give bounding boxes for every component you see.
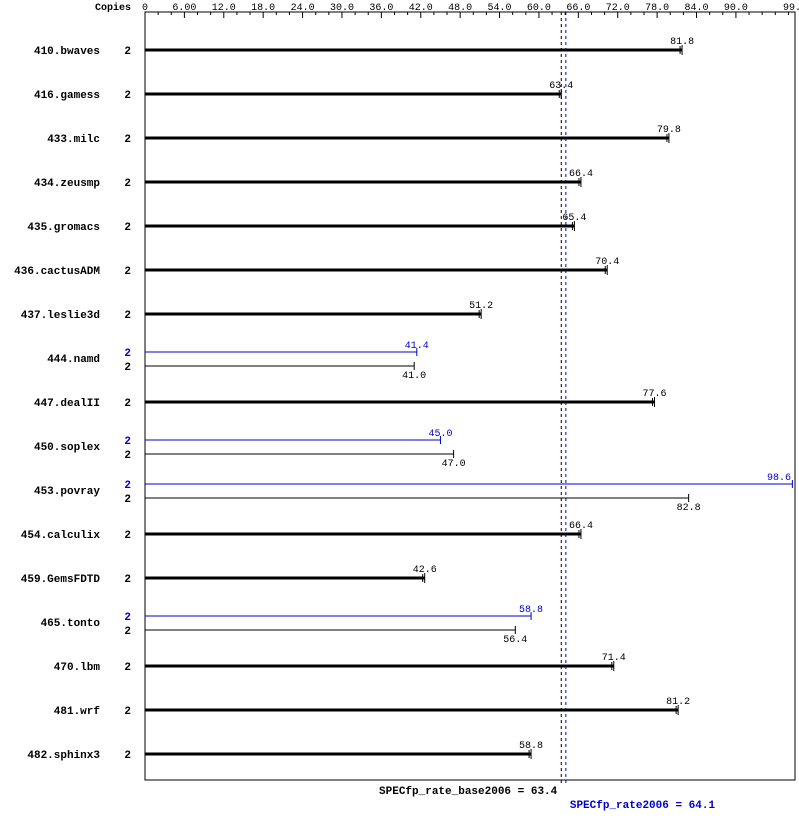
peak-value-label: 58.8 xyxy=(519,605,543,616)
copies-peak: 2 xyxy=(124,480,131,492)
copies-base: 2 xyxy=(124,750,131,762)
x-tick-label: 60.0 xyxy=(527,3,551,14)
base-value-label: 82.8 xyxy=(677,503,701,514)
base-value-label: 70.4 xyxy=(595,257,619,268)
x-tick-label: 12.0 xyxy=(212,3,236,14)
x-tick-label: 42.0 xyxy=(409,3,433,14)
base-value-label: 42.6 xyxy=(413,565,437,576)
copies-base: 2 xyxy=(124,266,131,278)
benchmark-name: 434.zeusmp xyxy=(34,178,100,190)
x-tick-label: 90.0 xyxy=(724,3,748,14)
base-value-label: 51.2 xyxy=(469,301,493,312)
benchmark-name: 416.gamess xyxy=(34,90,100,102)
base-value-label: 71.4 xyxy=(602,653,626,664)
copies-base: 2 xyxy=(124,362,131,374)
copies-base: 2 xyxy=(124,90,131,102)
copies-base: 2 xyxy=(124,530,131,542)
benchmark-name: 410.bwaves xyxy=(34,46,100,58)
benchmark-name: 465.tonto xyxy=(41,618,101,630)
x-tick-label: 78.0 xyxy=(645,3,669,14)
benchmark-name: 454.calculix xyxy=(21,530,101,542)
x-tick-label: 54.0 xyxy=(488,3,512,14)
benchmark-name: 481.wrf xyxy=(54,706,101,718)
copies-base: 2 xyxy=(124,222,131,234)
base-value-label: 81.8 xyxy=(670,37,694,48)
copies-base: 2 xyxy=(124,310,131,322)
benchmark-name: 433.milc xyxy=(47,134,100,146)
copies-base: 2 xyxy=(124,662,131,674)
benchmark-name: 435.gromacs xyxy=(27,222,100,234)
base-value-label: 63.4 xyxy=(549,81,573,92)
copies-base: 2 xyxy=(124,398,131,410)
x-tick-label: 48.0 xyxy=(448,3,472,14)
base-value-label: 41.0 xyxy=(402,371,426,382)
copies-base: 2 xyxy=(124,494,131,506)
copies-base: 2 xyxy=(124,178,131,190)
benchmark-name: 436.cactusADM xyxy=(14,266,100,278)
x-tick-label: 6.00 xyxy=(172,3,196,14)
copies-base: 2 xyxy=(124,706,131,718)
benchmark-name: 447.dealII xyxy=(34,398,100,410)
x-tick-label: 66.0 xyxy=(566,3,590,14)
x-tick-label: 72.0 xyxy=(606,3,630,14)
chart-svg: 0 6.00 12.0 18.0 24.0 30.0 36.0 42.0 48.0 54.0 60.… xyxy=(0,0,799,831)
x-tick-label: 24.0 xyxy=(291,3,315,14)
base-value-label: 47.0 xyxy=(442,459,466,470)
base-value-label: 77.6 xyxy=(642,389,666,400)
x-tick-label: 30.0 xyxy=(330,3,354,14)
peak-value-label: 41.4 xyxy=(405,341,429,352)
x-tick-label: 84.0 xyxy=(685,3,709,14)
copies-peak: 2 xyxy=(124,348,131,360)
x-tick-label: 36.0 xyxy=(369,3,393,14)
base-value-label: 56.4 xyxy=(503,635,527,646)
copies-header: Copies xyxy=(95,2,131,14)
peak-value-label: 45.0 xyxy=(428,429,452,440)
copies-base: 2 xyxy=(124,46,131,58)
base-value-label: 66.4 xyxy=(569,521,593,532)
benchmark-name: 444.namd xyxy=(47,354,100,366)
x-tick-label: 99.0 xyxy=(783,3,799,14)
benchmark-name: 437.leslie3d xyxy=(21,310,100,322)
x-tick-label: 18.0 xyxy=(251,3,275,14)
benchmark-name: 453.povray xyxy=(34,486,100,498)
copies-base: 2 xyxy=(124,574,131,586)
copies-peak: 2 xyxy=(124,612,131,624)
spec-benchmark-chart: 0 6.00 12.0 18.0 24.0 30.0 36.0 42.0 48.0 54.0 60.… xyxy=(0,0,799,831)
ref-peak-label: SPECfp_rate2006 = 64.1 xyxy=(570,800,716,812)
base-value-label: 65.4 xyxy=(562,213,586,224)
benchmark-name: 450.soplex xyxy=(34,442,100,454)
copies-peak: 2 xyxy=(124,436,131,448)
base-value-label: 58.8 xyxy=(519,741,543,752)
copies-base: 2 xyxy=(124,134,131,146)
benchmark-name: 470.lbm xyxy=(54,662,101,674)
base-value-label: 66.4 xyxy=(569,169,593,180)
base-value-label: 81.2 xyxy=(666,697,690,708)
base-value-label: 79.8 xyxy=(657,125,681,136)
x-tick-label: 0 xyxy=(142,3,148,14)
copies-base: 2 xyxy=(124,450,131,462)
copies-base: 2 xyxy=(124,626,131,638)
benchmark-name: 482.sphinx3 xyxy=(27,750,100,762)
ref-base-label: SPECfp_rate_base2006 = 63.4 xyxy=(379,786,558,798)
peak-value-label: 98.6 xyxy=(767,473,791,484)
benchmark-name: 459.GemsFDTD xyxy=(21,574,101,586)
